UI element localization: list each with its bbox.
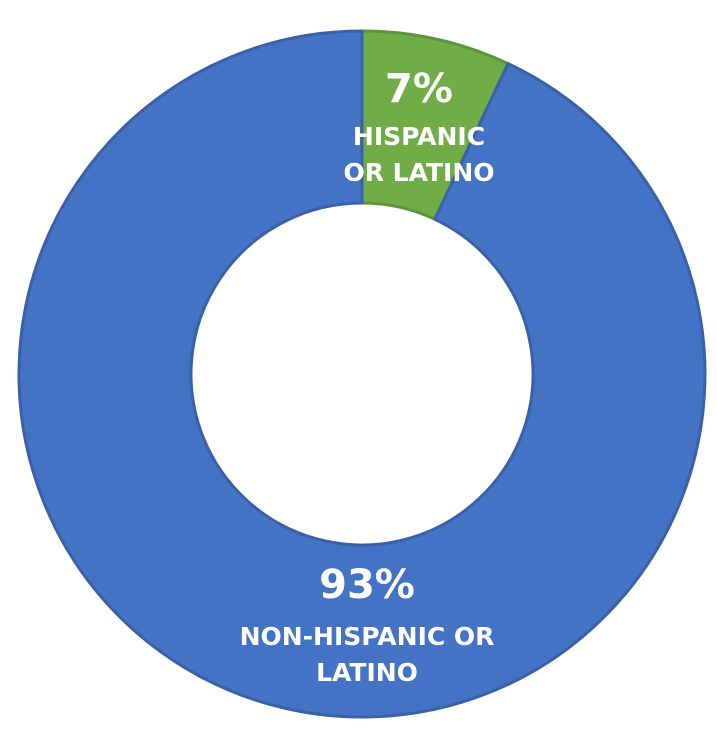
donut-slices (17, 29, 707, 719)
non-hispanic-category-label-line-1: NON-HISPANIC OR (240, 622, 495, 651)
hispanic-category-label-line-1: HISPANIC (353, 122, 485, 151)
donut-slice-non-hispanic-or-latino (17, 29, 707, 719)
hispanic-percent-label: 7% (385, 66, 453, 112)
non-hispanic-percent-label: 93% (319, 562, 415, 608)
non-hispanic-category-label-line-2: LATINO (316, 658, 418, 687)
hispanic-category-label-line-2: OR LATINO (343, 158, 494, 187)
